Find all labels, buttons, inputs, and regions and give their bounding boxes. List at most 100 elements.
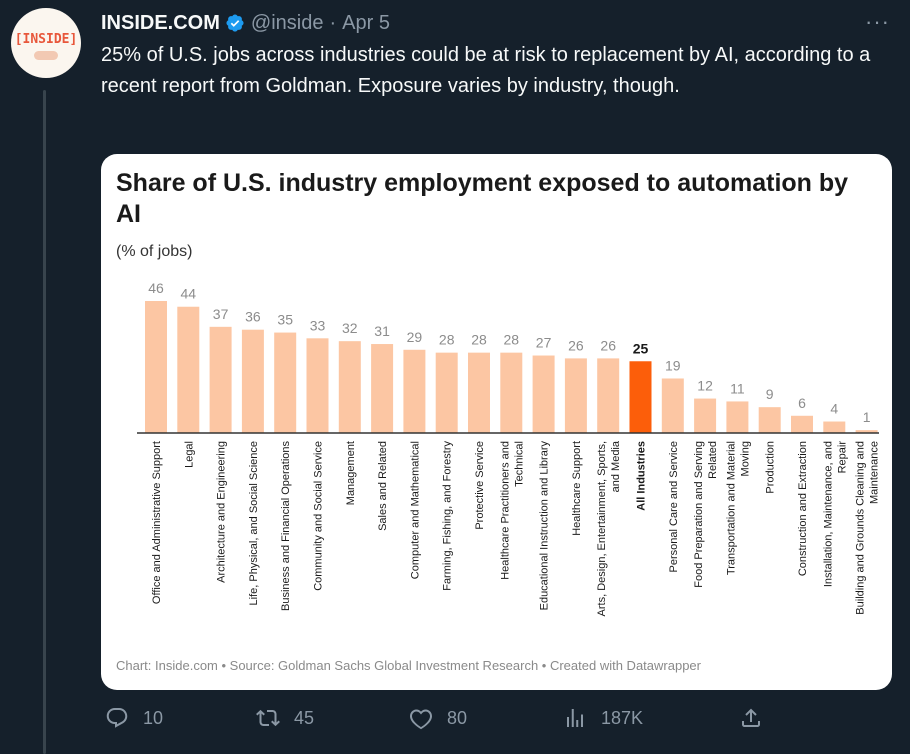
category-label: Building and Grounds Cleaning and [855, 441, 867, 615]
bar [403, 349, 426, 433]
chart-card[interactable]: Share of U.S. industry employment expose… [101, 154, 892, 690]
bar [306, 338, 329, 433]
reply-count: 10 [143, 707, 164, 728]
bar [629, 361, 652, 433]
bar-value-label: 26 [600, 337, 616, 353]
chart-title: Share of U.S. industry employment expose… [116, 169, 849, 228]
category-label: Legal [183, 441, 195, 468]
chart-footer: Chart: Inside.com • Source: Goldman Sach… [116, 658, 701, 673]
reply-button[interactable]: 10 [105, 706, 163, 730]
bar [274, 332, 297, 433]
category-label: Installation, Maintenance, and [822, 441, 834, 587]
avatar[interactable]: [INSIDE] [11, 8, 81, 78]
date-separator: · [329, 11, 337, 34]
bar [823, 421, 846, 433]
bar [694, 398, 717, 433]
category-label: Moving [739, 441, 751, 476]
bar [758, 407, 781, 433]
bar [241, 329, 264, 433]
category-label: Community and Social Service [313, 441, 325, 591]
bar [145, 301, 167, 433]
like-button[interactable]: 80 [409, 706, 467, 730]
bar-value-label: 37 [213, 306, 229, 322]
bar-value-label: 12 [697, 378, 713, 394]
bar-value-label: 9 [766, 386, 774, 402]
bar [468, 352, 490, 433]
bar-value-label: 28 [504, 332, 520, 348]
action-bar: 10 45 80 187K [101, 706, 801, 742]
category-label: All Industries [636, 441, 648, 511]
category-label: Construction and Extraction [797, 441, 809, 576]
avatar-badge [34, 51, 58, 60]
category-label: Healthcare Support [571, 441, 583, 536]
bar-value-label: 35 [277, 312, 293, 328]
category-label: Protective Service [474, 441, 486, 530]
views-count: 187K [601, 707, 644, 728]
heart-icon [410, 709, 432, 730]
category-label: and Media [610, 440, 622, 492]
category-label: Maintenance [869, 441, 881, 504]
bar [597, 358, 620, 433]
bar [661, 378, 684, 433]
category-label: Farming, Fishing, and Forestry [442, 441, 454, 591]
more-options-button[interactable]: ··· [865, 9, 890, 34]
share-icon [742, 708, 760, 727]
avatar-logo-text: [INSIDE] [14, 32, 78, 47]
bar [532, 355, 555, 433]
category-label: Management [345, 441, 357, 505]
category-label: Arts, Design, Entertainment, Sports, [596, 441, 608, 616]
bar-value-label: 32 [342, 320, 358, 336]
bar [564, 358, 587, 433]
category-label: Life, Physical, and Social Science [248, 441, 260, 605]
author-name[interactable]: INSIDE.COM [101, 11, 220, 34]
bar-value-label: 36 [245, 309, 261, 325]
bar [435, 352, 458, 433]
retweet-button[interactable]: 45 [256, 706, 314, 730]
category-label: Healthcare Practitioners and [499, 441, 511, 580]
category-label: Sales and Related [377, 441, 389, 531]
bar-value-label: 11 [730, 380, 745, 396]
tweet-text: 25% of U.S. jobs across industries could… [101, 44, 871, 97]
verified-badge-icon [226, 14, 244, 32]
like-count: 80 [447, 707, 468, 728]
bar-value-label: 44 [181, 286, 197, 302]
category-label: Repair [836, 441, 848, 474]
bar [726, 401, 749, 433]
bar-value-label: 25 [633, 340, 649, 356]
bar-value-label: 6 [798, 395, 806, 411]
bar [500, 352, 523, 433]
thread-line [43, 90, 46, 754]
tweet-header: INSIDE.COM @inside · Apr 5 ··· [101, 9, 890, 37]
category-label: Related [707, 441, 719, 479]
bar-value-label: 29 [407, 329, 423, 345]
views-icon [567, 709, 583, 727]
bar-value-label: 27 [536, 335, 552, 351]
views-button[interactable]: 187K [563, 706, 643, 730]
category-label: Educational Instruction and Library [539, 441, 551, 611]
bar [177, 306, 200, 433]
bar-value-label: 28 [439, 332, 455, 348]
tweet-date[interactable]: Apr 5 [342, 11, 390, 34]
bar-value-label: 33 [310, 317, 326, 333]
reply-icon [106, 708, 128, 728]
bar-value-label: 19 [665, 357, 681, 373]
category-label: Office and Administrative Support [151, 441, 163, 604]
bar-value-label: 31 [374, 323, 390, 339]
retweet-count: 45 [294, 707, 315, 728]
bar [371, 344, 394, 433]
share-button[interactable] [739, 706, 763, 730]
bar [209, 326, 232, 433]
category-label: Business and Financial Operations [280, 441, 292, 611]
category-label: Technical [513, 441, 525, 487]
category-label: Production [765, 441, 777, 494]
category-label: Food Preparation and Serving [693, 441, 705, 588]
retweet-icon [256, 709, 280, 727]
category-label: Transportation and Material [725, 441, 737, 575]
author-handle[interactable]: @inside [250, 11, 324, 34]
category-label: Architecture and Engineering [216, 441, 228, 583]
bar-value-label: 4 [830, 401, 838, 417]
bar-value-label: 46 [148, 280, 164, 296]
bar-value-label: 28 [471, 332, 487, 348]
bar-value-label: 1 [863, 409, 871, 425]
